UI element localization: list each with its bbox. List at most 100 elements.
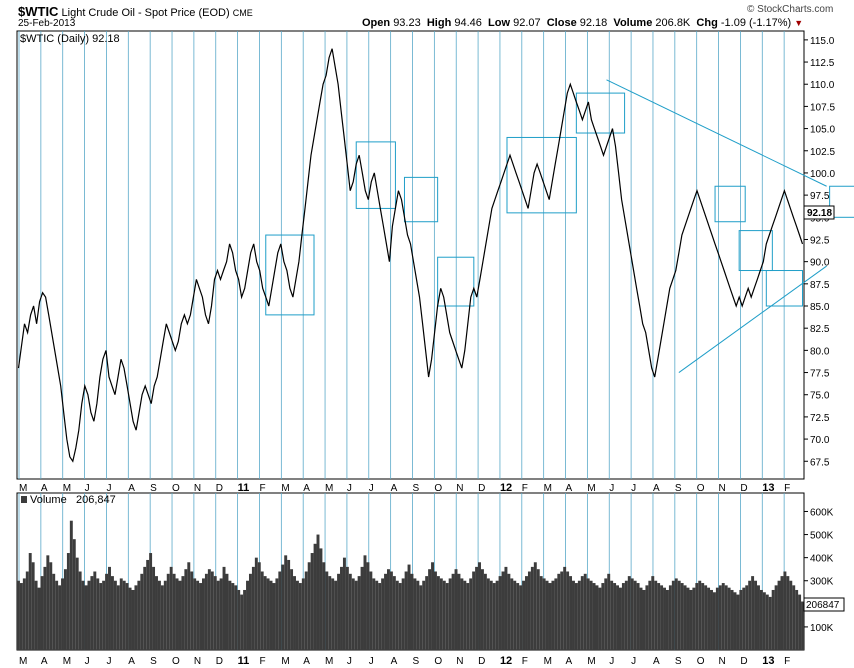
volume-bar	[786, 576, 790, 650]
price-x-tick-label: J	[369, 483, 374, 494]
volume-x-tick-label: S	[413, 656, 420, 667]
volume-bar	[457, 573, 461, 650]
volume-bar	[46, 555, 50, 650]
volume-bar	[251, 566, 255, 650]
volume-bar	[90, 576, 94, 650]
low-label: Low	[488, 17, 511, 29]
volume-x-tick-label: J	[85, 656, 90, 667]
volume-bar	[199, 583, 203, 650]
volume-bar	[663, 587, 666, 650]
price-y-tick-label: 77.5	[810, 369, 830, 380]
volume-bar	[489, 580, 493, 650]
volume-bar	[492, 583, 496, 650]
price-y-tick-label: 97.5	[810, 191, 830, 202]
volume-bar	[72, 539, 76, 650]
volume-bar	[431, 562, 434, 650]
volume-bar	[639, 587, 643, 650]
volume-bar	[513, 580, 517, 650]
pattern-box	[575, 92, 626, 134]
price-x-tick-label: M	[325, 483, 333, 494]
volume-bar	[175, 578, 179, 650]
volume-bar	[290, 569, 294, 650]
volume-bar	[322, 562, 326, 650]
volume-bar	[210, 571, 214, 650]
volume-bar	[436, 576, 440, 650]
volume-x-tick-label: D	[216, 656, 223, 667]
volume-bar	[222, 566, 226, 650]
volume-bar	[486, 578, 490, 650]
volume-bar	[580, 576, 584, 650]
volume-bar	[710, 589, 713, 650]
volume-x-tick-label: A	[41, 656, 48, 667]
volume-bar	[762, 592, 766, 650]
volume-x-tick-label: A	[566, 656, 573, 667]
volume-bar	[140, 573, 144, 650]
volume-bar	[613, 583, 617, 650]
price-x-tick-label: A	[128, 483, 135, 494]
price-y-tick-label: 110.0	[810, 80, 835, 91]
volume-bar	[240, 594, 244, 650]
last-volume-box	[803, 597, 845, 612]
volume-bar	[172, 573, 176, 650]
volume-bar	[621, 583, 625, 650]
price-y-tick-label: 107.5	[810, 102, 835, 113]
volume-bars	[17, 520, 804, 650]
volume-bar	[334, 580, 338, 650]
volume-bar	[389, 571, 393, 650]
volume-bar	[122, 580, 126, 650]
volume-legend-label: Volume	[30, 494, 67, 506]
price-x-tick-label: 12	[500, 482, 512, 494]
volume-bar	[96, 578, 100, 650]
volume-bar	[604, 578, 608, 650]
volume-bar	[204, 573, 208, 650]
pattern-box	[714, 185, 746, 223]
volume-bar	[668, 585, 672, 650]
volume-bar	[630, 578, 634, 650]
volume-bar	[237, 589, 241, 650]
volume-bar	[152, 566, 156, 650]
volume-x-tick-label: F	[522, 656, 528, 667]
volume-bar	[551, 580, 555, 650]
volume-bar	[293, 576, 296, 650]
volume-bar	[798, 594, 802, 650]
volume-x-tick-label: J	[609, 656, 614, 667]
volume-bar	[598, 587, 602, 650]
volume-bar	[69, 520, 73, 650]
price-x-tick-label: N	[194, 483, 201, 494]
volume-bar	[58, 585, 62, 650]
volume-bar	[128, 587, 132, 650]
volume-bar	[633, 580, 637, 650]
high-label: High	[426, 17, 452, 29]
volume-x-tick-label: M	[63, 656, 71, 667]
volume-bar	[178, 580, 182, 650]
volume-x-tick-label: A	[128, 656, 135, 667]
volume-bar	[742, 587, 746, 650]
volume-bar	[78, 571, 82, 650]
volume-bar	[677, 580, 681, 650]
volume-bar	[81, 580, 85, 650]
price-x-tick-label: J	[609, 483, 614, 494]
price-grid	[18, 31, 785, 479]
price-y-tick-label: 105.0	[810, 125, 835, 136]
volume-legend: Volume 206,847	[21, 494, 116, 506]
volume-bar	[771, 589, 775, 650]
price-y-tick-label: 82.5	[810, 324, 830, 335]
volume-y-tick-label: 600K	[810, 507, 834, 518]
volume-bar	[510, 578, 514, 650]
price-x-tick-label: O	[172, 483, 180, 494]
volume-y-tick-label: 300K	[810, 577, 834, 588]
price-x-tick-label: D	[740, 483, 747, 494]
volume-y-tick-label: 100K	[810, 623, 834, 634]
price-x-tick-label: J	[631, 483, 636, 494]
volume-bar	[404, 571, 408, 650]
volume-bar	[560, 571, 564, 650]
volume-bar	[671, 580, 675, 650]
volume-bar	[149, 553, 153, 650]
volume-bar	[745, 585, 749, 650]
volume-bar	[442, 580, 446, 650]
volume-bar	[692, 587, 696, 650]
volume-bar	[37, 587, 41, 650]
volume-bar	[445, 583, 449, 650]
volume-bar	[155, 576, 158, 650]
